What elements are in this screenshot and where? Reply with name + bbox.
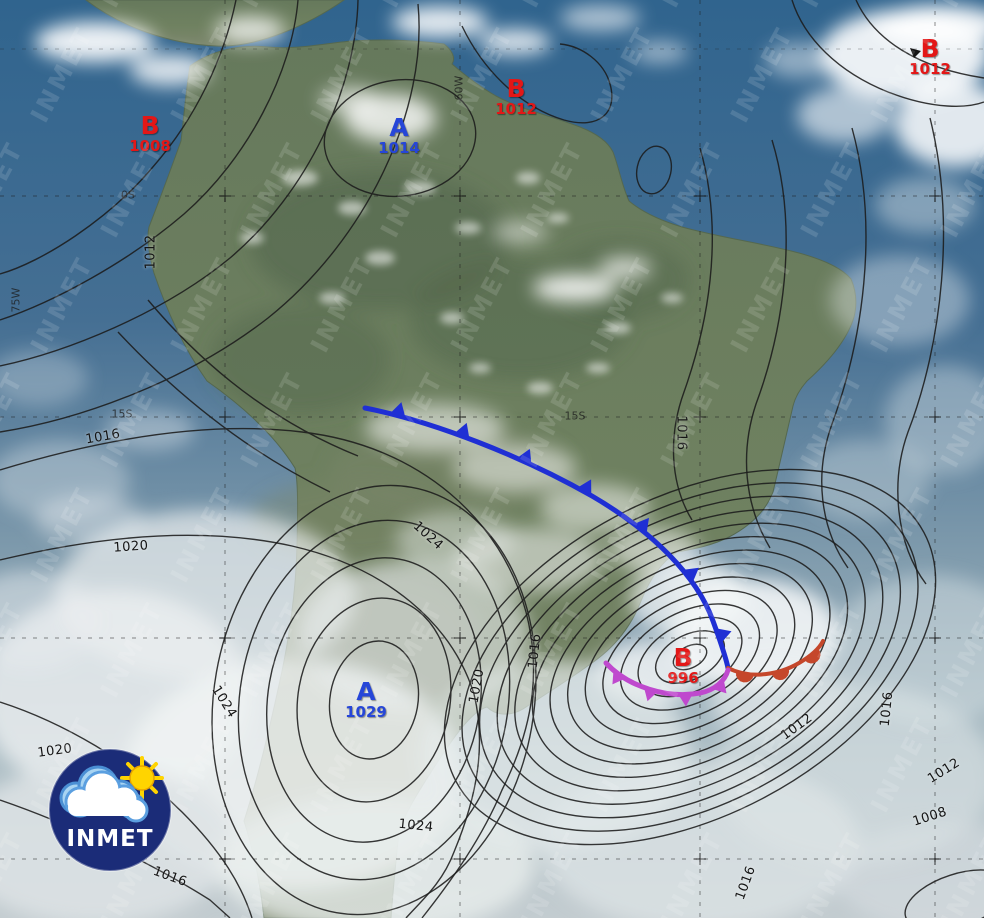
cloud-icon [59, 765, 149, 823]
cold-front [362, 405, 731, 671]
arrow-mark-icon [910, 48, 921, 58]
logo-text: INMET [66, 826, 153, 852]
isobar-ring [443, 468, 937, 846]
cold-front-marker [516, 448, 532, 465]
occluded-front-marker [644, 687, 658, 702]
cold-front-marker [454, 422, 470, 439]
cold-front-marker [634, 517, 649, 534]
inmet-logo: INMET [46, 746, 174, 874]
isobar-ring [514, 522, 866, 792]
warm-front-marker [771, 668, 790, 681]
isobar-ring [211, 484, 537, 916]
isobar-ring [531, 535, 849, 779]
occluded-front-marker [678, 694, 693, 707]
isobar-rings [211, 468, 937, 916]
isobar-ring [296, 597, 452, 803]
grid-cross-ticks [219, 190, 941, 865]
warm-front-marker [804, 648, 821, 664]
isobar-ring [584, 576, 796, 738]
occluded-front-marker [612, 670, 625, 685]
isobar-ring [265, 557, 483, 843]
isobar-ring [672, 643, 708, 671]
isobar-ring [637, 616, 743, 698]
sun-icon [120, 756, 164, 800]
warm-front-marker [736, 672, 754, 683]
isobar-ring [478, 495, 902, 819]
isobar-ring [328, 640, 420, 760]
occluded-front-marker [713, 679, 727, 694]
cold-front-marker [577, 479, 592, 496]
isobar-ring [566, 562, 814, 752]
cold-front-marker [682, 567, 699, 583]
isobar-ring [237, 519, 511, 881]
inmet-logo-svg: INMET [48, 748, 172, 872]
occluded-front [603, 660, 731, 698]
cold-front-marker [715, 628, 732, 644]
isobar-ring [496, 509, 884, 805]
isobar-ring [619, 603, 761, 711]
warm-front [726, 639, 825, 677]
isobar-ring [549, 549, 831, 765]
cold-front-marker [390, 402, 406, 418]
isobar-ring [461, 482, 919, 832]
amazon-cloud-speckles [240, 170, 683, 394]
weather-fronts [362, 402, 825, 707]
isobar-ring [602, 589, 778, 725]
